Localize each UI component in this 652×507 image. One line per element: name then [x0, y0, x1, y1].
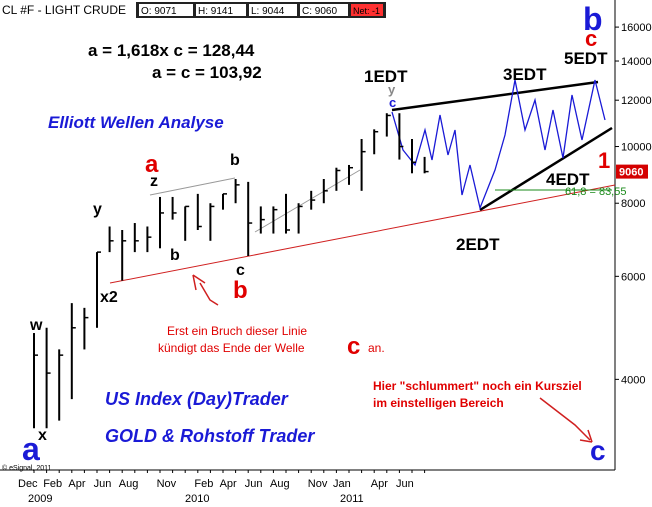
y-tick-label: 16000 — [621, 22, 652, 34]
header-box — [139, 4, 193, 16]
annotation: a = c = 103,92 — [152, 63, 262, 82]
annotation: 1 — [598, 148, 610, 173]
symbol: CL #F - LIGHT CRUDE — [2, 3, 126, 17]
low: L: 9044 — [251, 6, 285, 17]
header-box — [196, 4, 246, 16]
x-tick-label: Jun — [245, 478, 263, 490]
annotation: c — [389, 95, 396, 110]
x-tick-label: Dec — [18, 478, 38, 490]
annotation: a = 1,618x c = 128,44 — [88, 41, 255, 60]
annotation: kündigt das Ende der Welle — [158, 341, 305, 355]
header-box — [249, 4, 297, 16]
annotation: b — [233, 277, 248, 304]
annotation: c — [585, 26, 597, 51]
wave-label: c — [590, 435, 606, 466]
annotation: 4EDT — [546, 170, 590, 189]
y-tick-label: 8000 — [621, 198, 645, 210]
lower-trend-line — [479, 126, 613, 212]
annotation: Elliott Wellen Analyse — [48, 113, 224, 132]
header-box — [300, 4, 348, 16]
annotation: Hier "schlummert" noch ein Kursziel — [373, 379, 582, 393]
annotation: z — [150, 173, 158, 190]
x-tick-label: Jun — [396, 478, 414, 490]
annotation: a — [22, 431, 40, 467]
annotation: 61,8 = 83,55 — [565, 186, 626, 198]
support-line — [109, 184, 616, 284]
x-tick-label: Feb — [43, 478, 62, 490]
upper-trend-line — [391, 80, 599, 112]
x-tick-label: Nov — [308, 478, 328, 490]
x-tick-label: Apr — [220, 478, 237, 490]
annotation: US Index (Day)Trader — [105, 389, 289, 409]
last-price-box — [616, 164, 648, 179]
arrow-head — [579, 429, 593, 443]
annotation: y — [388, 82, 396, 97]
x-tick-label: Apr — [371, 478, 388, 490]
annotation: GOLD & Rohstoff Trader — [105, 426, 315, 446]
y-tick-label: 10000 — [621, 142, 652, 154]
channel-line — [254, 169, 361, 233]
x-tick-label: Jan — [333, 478, 351, 490]
arrow — [539, 397, 591, 441]
annotation: © eSignal, 2011 — [2, 464, 52, 472]
annotation: a — [145, 151, 159, 178]
close: C: 9060 — [302, 6, 337, 17]
annotation: 2EDT — [456, 235, 500, 254]
annotation: x — [38, 427, 47, 444]
x-tick-label: Aug — [270, 478, 290, 490]
annotation: 3EDT — [503, 65, 547, 84]
year-label: 2010 — [185, 493, 209, 505]
x-tick-label: Aug — [119, 478, 139, 490]
x-tick-label: Jun — [94, 478, 112, 490]
y-tick-label: 4000 — [621, 374, 645, 386]
y-tick-label: 14000 — [621, 56, 652, 68]
year-label: 2009 — [28, 493, 52, 505]
annotation: im einstelligen Bereich — [373, 396, 504, 410]
annotation: b — [170, 247, 180, 264]
channel-line — [149, 177, 236, 196]
annotation: y — [93, 201, 102, 218]
annotation: c — [347, 333, 360, 360]
header: CL #F - LIGHT CRUDE O: 9071 H: 9141 L: 9… — [2, 2, 386, 18]
y-tick-label: 6000 — [621, 271, 645, 283]
annotation: an. — [368, 341, 385, 355]
x-tick-label: Nov — [157, 478, 177, 490]
net: Net: -1 — [353, 6, 380, 16]
arrow — [199, 282, 219, 306]
annotation: w — [29, 317, 43, 334]
projection-path — [391, 79, 606, 211]
arrow-head — [192, 274, 206, 291]
year-label: 2011 — [340, 493, 364, 505]
high: H: 9141 — [198, 6, 233, 17]
annotation: b — [583, 1, 603, 37]
annotation: b — [230, 152, 240, 169]
annotation: x2 — [100, 289, 118, 306]
last-price: 9060 — [619, 167, 643, 179]
open: O: 9071 — [141, 6, 177, 17]
header-box — [351, 4, 383, 16]
x-tick-label: Feb — [194, 478, 213, 490]
x-tick-label: Apr — [68, 478, 85, 490]
annotation: 1EDT — [364, 67, 408, 86]
annotation: c — [236, 262, 245, 279]
annotation: Erst ein Bruch dieser Linie — [167, 324, 307, 338]
annotation: 5EDT — [564, 49, 608, 68]
y-tick-label: 12000 — [621, 95, 652, 107]
